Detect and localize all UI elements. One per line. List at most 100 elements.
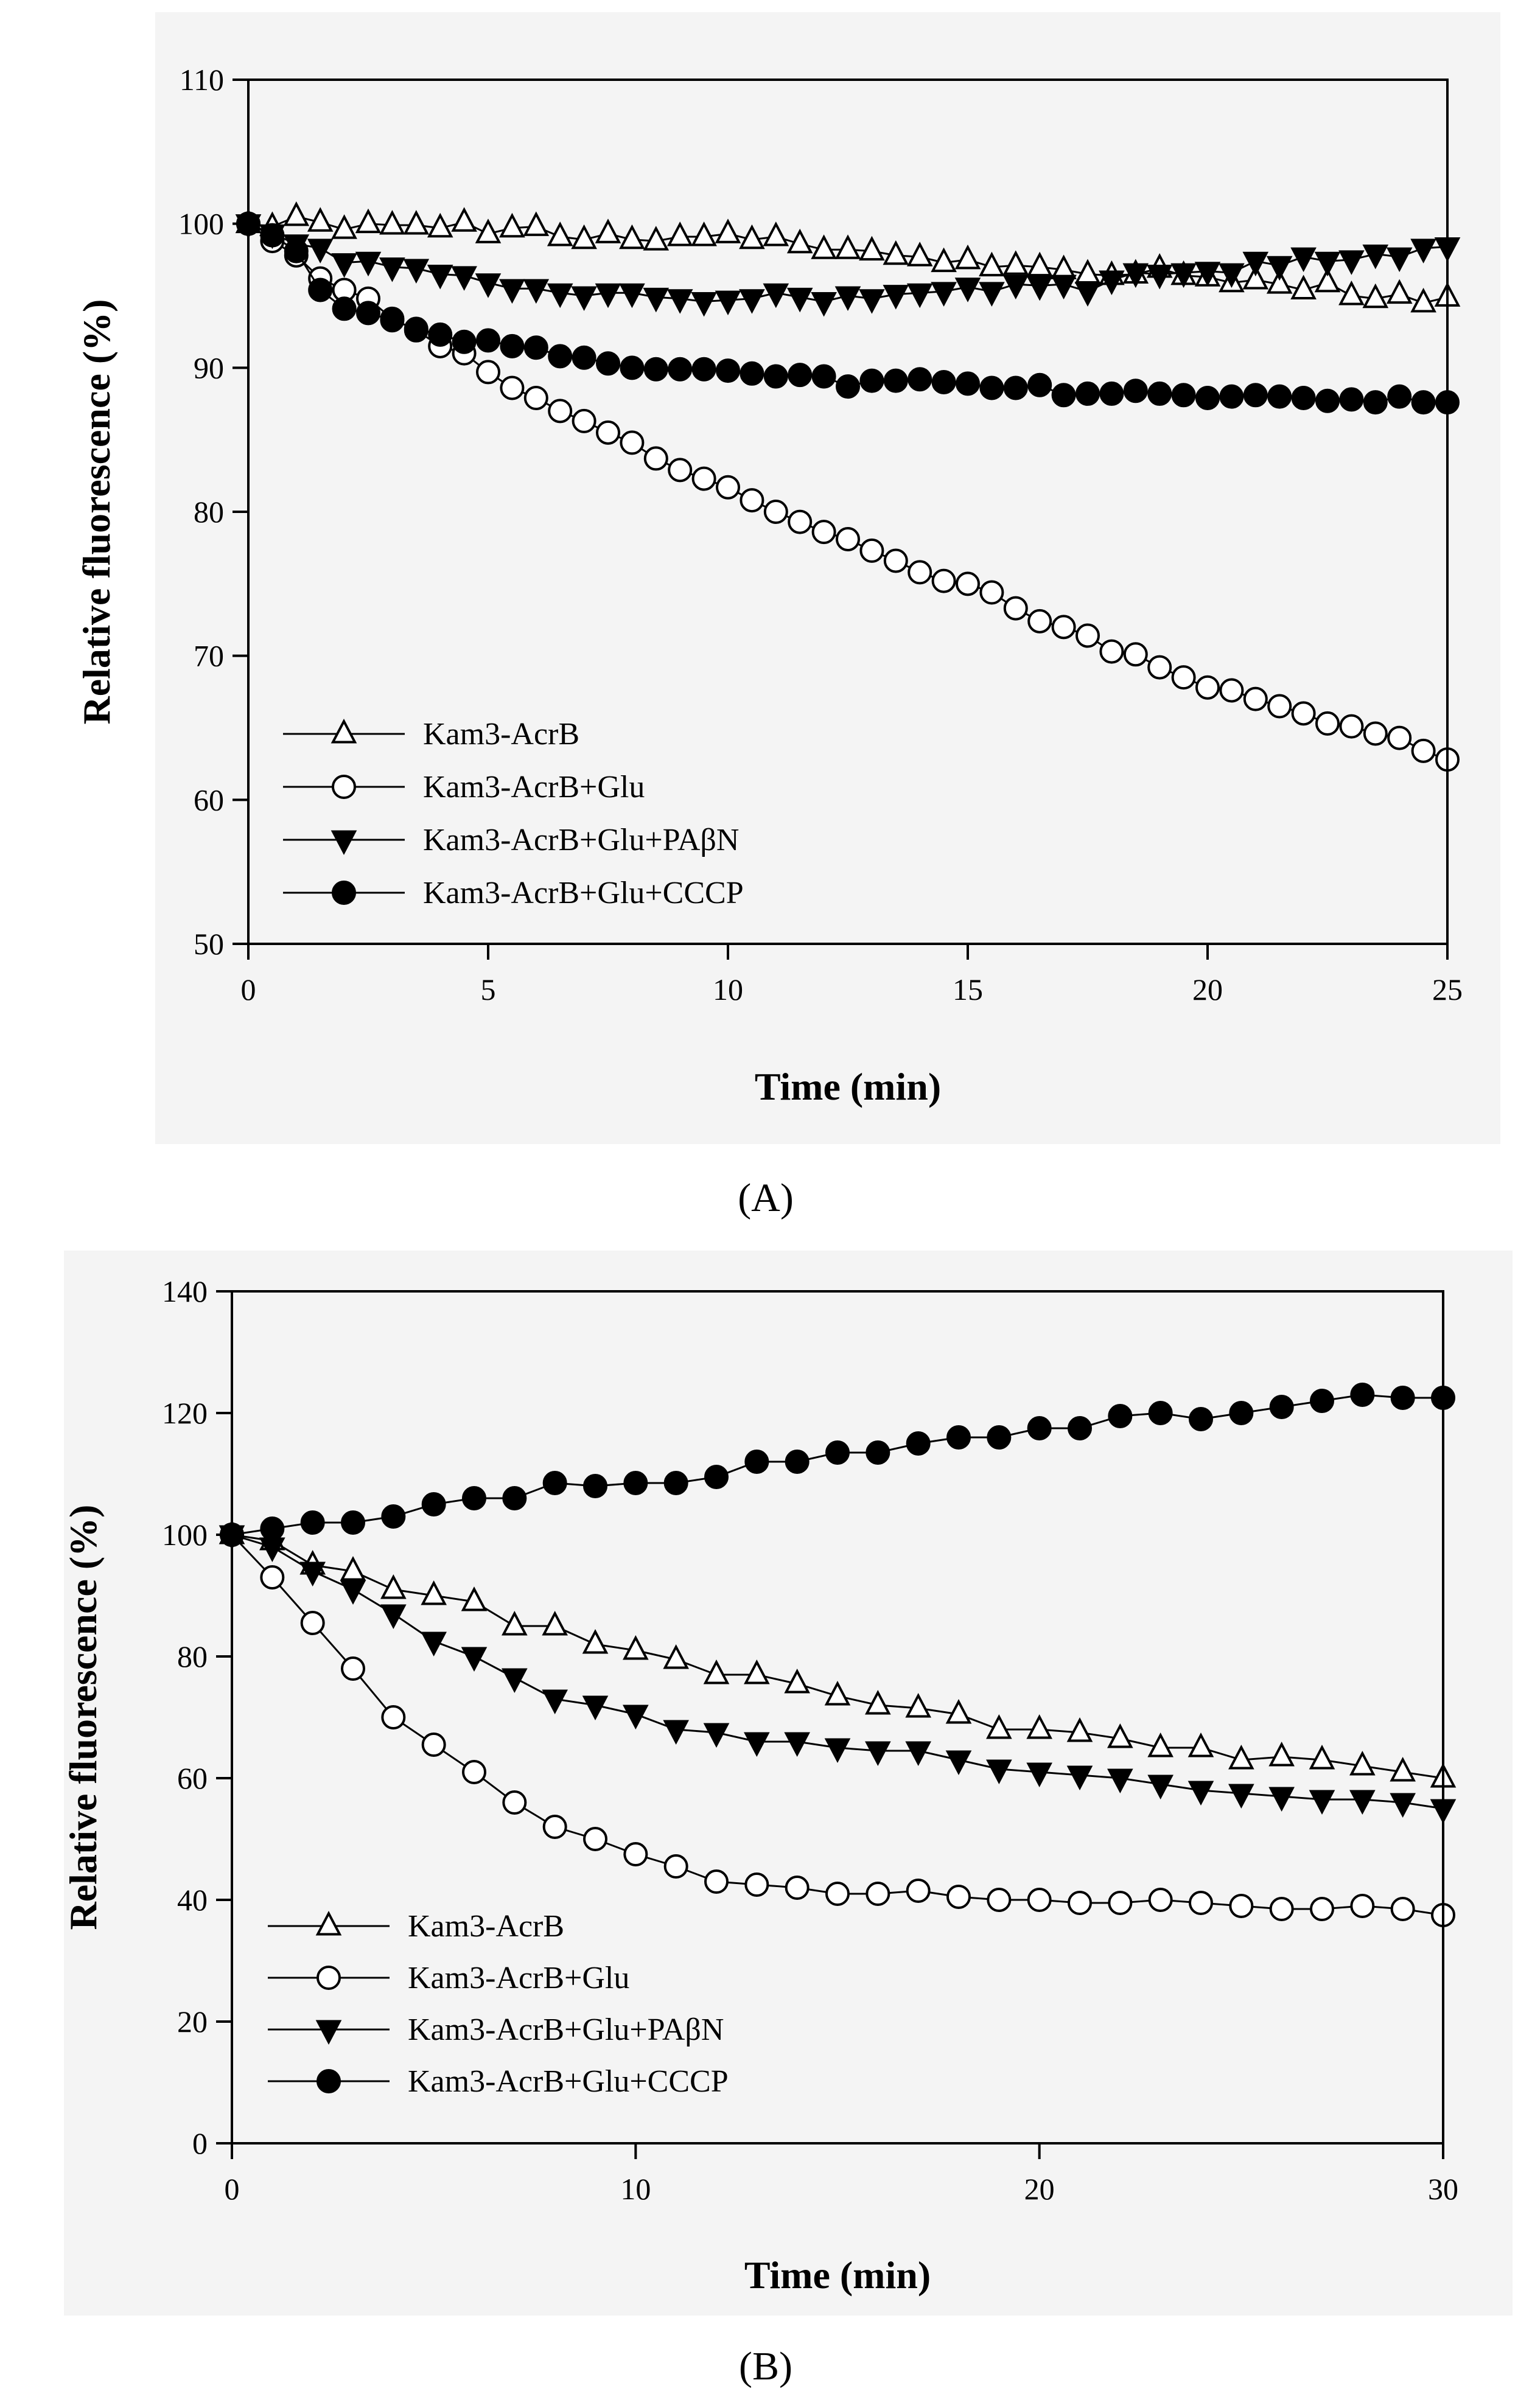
data-point [986,1759,1012,1784]
data-point [691,221,717,246]
data-point [859,538,884,563]
data-point [451,266,477,291]
data-point [1187,1733,1214,1757]
x-tick-label: 10 [620,2172,651,2206]
data-point [500,375,525,400]
data-point [643,357,668,382]
data-point [332,296,357,321]
data-point [643,446,668,471]
legend-entry: Kam3-AcrB+Glu+CCCP [283,876,744,910]
data-point [836,374,860,399]
data-point [1338,250,1365,275]
legend-marker [315,2020,342,2045]
data-point [1148,1401,1173,1425]
data-point [523,386,548,411]
data-point [542,1815,567,1839]
data-point [548,344,573,369]
data-point [663,1854,688,1879]
data-point [1350,1894,1375,1918]
data-point [691,291,717,317]
data-point [283,201,310,226]
panel-caption: (B) [739,2344,792,2389]
data-point [462,1760,486,1784]
legend-entry: Kam3-AcrB+Glu+PAβN [268,2012,724,2047]
data-point [595,218,621,243]
y-tick-label: 0 [192,2126,208,2160]
data-point [666,289,693,314]
legend-label: Kam3-AcrB+Glu+PAβN [408,2012,724,2047]
data-point [1362,244,1389,270]
data-point [1076,623,1100,648]
legend-entry: Kam3-AcrB+Glu [283,770,645,804]
data-point [1027,609,1052,633]
legend-marker [331,830,357,855]
data-point [1107,1723,1133,1748]
data-point [341,1656,365,1681]
data-point [1363,390,1388,415]
y-tick-label: 140 [162,1274,208,1308]
data-point [620,430,645,455]
data-point [331,253,357,278]
data-point [331,214,357,239]
legend-label: Kam3-AcrB+Glu+CCCP [423,876,744,910]
data-point [461,1586,488,1611]
data-point [476,360,500,385]
data-point [663,1644,689,1669]
data-point [906,1879,931,1903]
y-tick-label: 40 [177,1883,208,1917]
data-point [340,1580,366,1605]
y-tick-label: 100 [162,1518,208,1552]
chart-panel-b: 0 20 40 60 80 100 120 140 0 10 20 30 Time (min) Rel… [61,1251,1513,2389]
data-point [421,1580,447,1605]
x-axis-title: Time (min) [755,1065,941,1108]
series-Kam3-AcrB+Glu+CCCP [236,211,1460,415]
data-point [1268,1787,1295,1812]
data-point [668,357,693,382]
data-point [956,571,980,596]
data-point [788,363,813,388]
series-Kam3-AcrB+Glu+CCCP [220,1383,1455,1547]
data-point [954,244,981,270]
x-tick-label: 30 [1428,2172,1458,2206]
data-point [811,364,836,389]
data-point [1076,381,1100,406]
data-point [1266,269,1293,294]
data-point [663,1720,689,1745]
data-point [883,240,909,265]
series-Kam3-AcrB+Glu+PAβN [235,214,1461,317]
data-point [979,375,1004,400]
data-point [1267,384,1292,409]
data-point [421,1632,447,1656]
data-point [623,1635,649,1660]
data-point [462,1486,486,1510]
data-point [542,1689,568,1714]
data-point [572,345,596,370]
data-point [583,1827,607,1851]
data-point [421,1733,446,1757]
data-point [1349,1751,1376,1776]
data-point [811,234,837,259]
data-point [475,273,502,298]
data-point [883,285,909,310]
data-point [1229,1894,1254,1918]
data-point [1002,250,1029,275]
data-point [523,279,550,304]
series-Kam3-AcrB [219,1520,1457,1788]
data-point [427,212,453,238]
data-point [1339,714,1364,739]
data-point [716,358,740,383]
data-point [1309,1790,1335,1815]
data-point [836,526,860,551]
legend-entry: Kam3-AcrB+Glu+PAβN [283,823,739,857]
y-tick-label: 70 [194,639,224,673]
legend-entry: Kam3-AcrB+Glu [268,1961,629,1995]
data-point [1099,381,1124,406]
data-point [1002,274,1029,300]
data-point [499,279,525,304]
data-point [1228,1745,1254,1770]
data-point [859,236,885,261]
data-point [691,466,716,491]
data-point [703,1659,730,1684]
data-point [619,224,645,250]
data-point [582,1629,609,1654]
